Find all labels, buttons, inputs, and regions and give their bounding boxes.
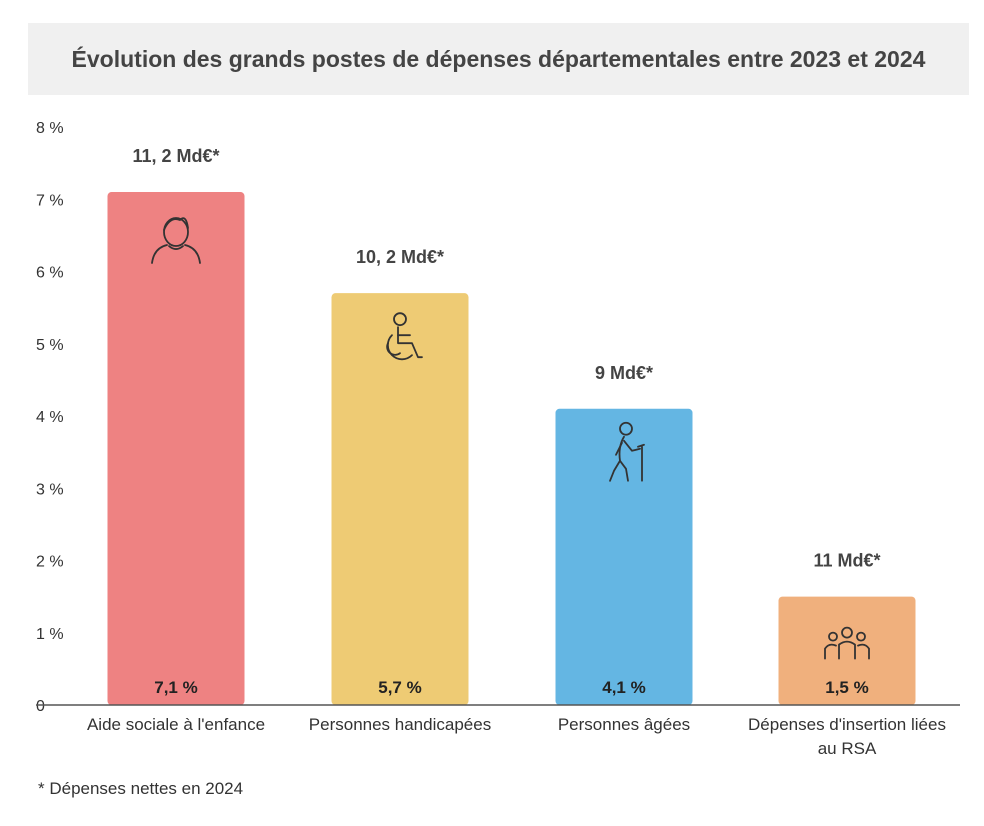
bar-amount-label: 10, 2 Md€* (356, 247, 444, 267)
category-label: Aide sociale à l'enfance (87, 715, 265, 734)
y-tick-label: 5 % (36, 337, 64, 354)
y-tick-label: 8 % (36, 120, 64, 137)
chart-title: Évolution des grands postes de dépenses … (71, 45, 926, 72)
bar-amount-label: 11 Md€* (813, 551, 880, 571)
child-icon (151, 217, 201, 264)
y-tick-label: 7 % (36, 192, 64, 209)
category-label: au RSA (818, 739, 877, 758)
y-tick-label: 6 % (36, 265, 64, 282)
bar-amount-label: 11, 2 Md€* (132, 146, 219, 166)
group-icon (824, 626, 870, 660)
y-tick-label: 0 (36, 698, 45, 715)
elderly-person-icon (609, 421, 645, 482)
bar (331, 293, 469, 705)
bar-value-label: 7,1 % (154, 678, 197, 697)
footnote: * Dépenses nettes en 2024 (38, 779, 244, 798)
bar (555, 408, 693, 705)
chart-title-bar: Évolution des grands postes de dépenses … (28, 23, 969, 95)
y-tick-label: 2 % (36, 554, 64, 571)
bar-value-label: 1,5 % (825, 678, 868, 697)
wheelchair-icon (386, 312, 423, 361)
bar-amount-label: 9 Md€* (595, 363, 653, 383)
bar-value-label: 5,7 % (378, 678, 421, 697)
y-tick-label: 1 % (36, 626, 64, 643)
bar (778, 596, 916, 705)
bar (107, 192, 245, 705)
category-label: Personnes handicapées (309, 715, 491, 734)
bar-value-label: 4,1 % (602, 678, 645, 697)
category-label: Personnes âgées (558, 715, 690, 734)
y-tick-label: 4 % (36, 409, 64, 426)
y-tick-label: 3 % (36, 481, 64, 498)
category-label: Dépenses d'insertion liées (748, 715, 946, 734)
